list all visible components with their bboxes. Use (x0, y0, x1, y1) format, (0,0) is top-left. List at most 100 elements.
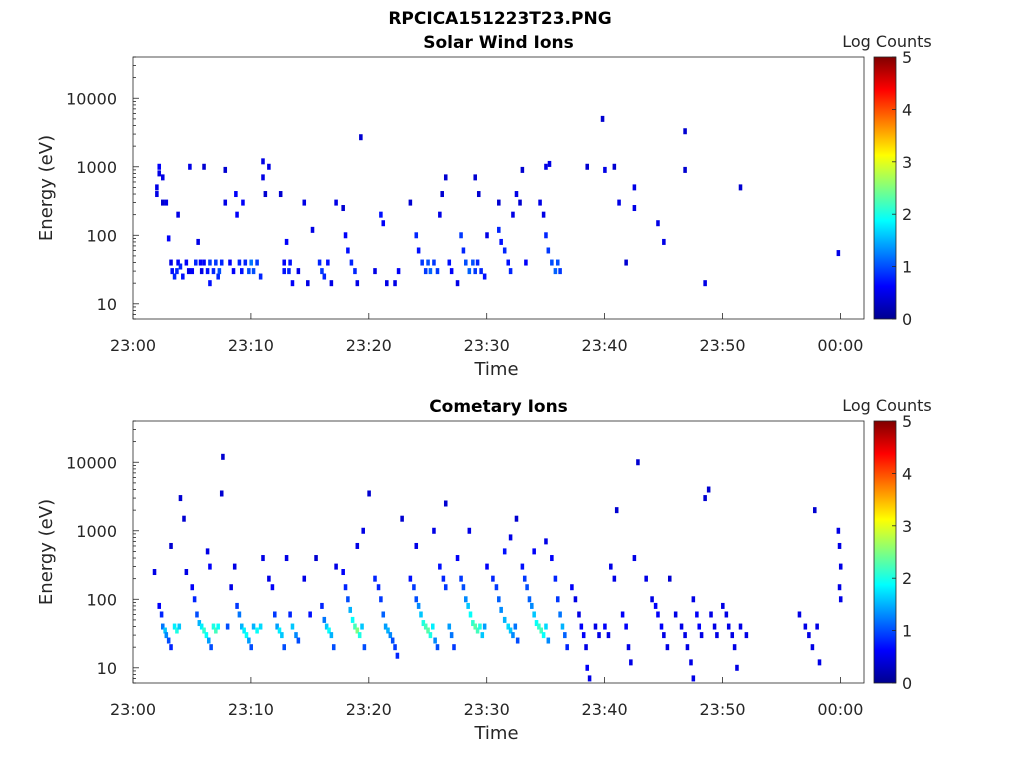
colorbar-tick-label: 0 (902, 310, 912, 329)
heatmap-cell (170, 268, 174, 275)
heatmap-cell (836, 250, 841, 257)
heatmap-cell (416, 247, 421, 254)
heatmap-cell (471, 620, 475, 627)
heatmap-cell (249, 644, 253, 651)
heatmap-cell (196, 238, 200, 245)
heatmap-cell (334, 199, 338, 206)
heatmap-cell (216, 273, 220, 280)
heatmap-cell (270, 584, 275, 591)
heatmap-cell (433, 637, 437, 644)
heatmap-cell (350, 616, 355, 623)
heatmap-cell (341, 205, 345, 212)
heatmap-cell (585, 163, 590, 170)
heatmap-cell (482, 623, 487, 630)
heatmap-cell (679, 623, 684, 630)
heatmap-cell (555, 596, 560, 603)
heatmap-cell (579, 623, 584, 630)
heatmap-cell (208, 280, 212, 287)
heatmap-cell (258, 273, 263, 280)
heatmap-cell (302, 575, 307, 582)
heatmap-cell (172, 273, 177, 280)
heatmap-cell (467, 268, 472, 275)
heatmap-cell (225, 623, 230, 630)
heatmap-cell (383, 623, 388, 630)
heatmap-cell (726, 623, 731, 630)
heatmap-cell (606, 632, 611, 639)
colorbar-tick-label: 2 (902, 205, 912, 224)
plot-area (132, 56, 865, 320)
heatmap-cell (216, 623, 220, 630)
heatmap-cell (461, 247, 466, 254)
heatmap-cell (803, 623, 808, 630)
heatmap-cell (258, 623, 263, 630)
colorbar-tick-label: 5 (902, 412, 912, 431)
heatmap-cell (563, 632, 567, 639)
heatmap-cell (558, 268, 562, 275)
heatmap-cell (703, 495, 707, 502)
y-tick-label: 1000 (76, 158, 117, 177)
heatmap-cell (353, 623, 357, 630)
heatmap-cell (464, 596, 468, 603)
heatmap-cell (244, 632, 249, 639)
heatmap-cell (553, 268, 558, 275)
y-axis-label: Energy (eV) (36, 135, 57, 241)
heatmap-cell (471, 259, 475, 266)
x-tick-label: 23:50 (699, 336, 745, 355)
heatmap-cell (288, 611, 292, 618)
heatmap-cell (206, 637, 211, 644)
heatmap-cell (251, 268, 256, 275)
heatmap-cell (381, 611, 386, 618)
colorbar-label: Log Counts (842, 396, 932, 415)
heatmap-cell (530, 602, 534, 609)
heatmap-cell (431, 623, 435, 630)
solar-wind-panel: Solar Wind Ions 23:00 23:10 23:20 23:30 23:40… (36, 32, 932, 380)
heatmap-cell (539, 627, 544, 634)
heatmap-cell (317, 259, 322, 266)
heatmap-cell (817, 659, 822, 666)
heatmap-cells (152, 453, 843, 682)
heatmap-cell (232, 563, 237, 570)
heatmap-cell (324, 623, 329, 630)
y-tick-label: 10000 (66, 453, 117, 472)
heatmap-cell (584, 644, 588, 651)
heatmap-cell (553, 575, 558, 582)
heatmap-cell (343, 232, 348, 239)
heatmap-cell (155, 191, 159, 198)
heatmap-cell (514, 515, 519, 522)
x-tick-label: 23:20 (346, 700, 392, 719)
heatmap-cell (632, 555, 637, 562)
heatmap-cell (683, 632, 687, 639)
panel-title: Solar Wind Ions (423, 33, 574, 53)
heatmap-cell (284, 555, 289, 562)
colorbar-tick-label: 0 (902, 674, 912, 693)
heatmap-cell (211, 623, 216, 630)
heatmap-cell (438, 563, 442, 570)
heatmap-cell (560, 623, 565, 630)
panel-title: Cometary Ions (429, 397, 568, 417)
heatmap-cell (537, 623, 541, 630)
heatmap-cell (261, 555, 265, 562)
heatmap-cell (515, 637, 520, 644)
x-tick-label: 23:00 (110, 700, 156, 719)
colorbar-tick-label: 4 (902, 464, 912, 483)
heatmap-cell (223, 199, 228, 206)
heatmap-cell (525, 584, 529, 591)
heatmap-cell (239, 268, 244, 275)
heatmap-cell (186, 268, 191, 275)
x-tick-label: 23:00 (110, 336, 156, 355)
heatmap-cell (691, 675, 696, 682)
heatmap-cell (699, 632, 704, 639)
heatmap-cell (468, 611, 473, 618)
heatmap-cell (807, 632, 811, 639)
heatmap-cell (837, 542, 842, 549)
heatmap-cell (161, 623, 165, 630)
heatmap-cell (282, 268, 286, 275)
x-tick-label: 23:10 (228, 336, 274, 355)
heatmap-cell (573, 596, 578, 603)
heatmap-cell (205, 548, 210, 555)
plot-area (132, 420, 865, 684)
heatmap-cell (506, 259, 511, 266)
heatmap-cell (326, 259, 330, 266)
heatmap-cell (175, 268, 179, 275)
